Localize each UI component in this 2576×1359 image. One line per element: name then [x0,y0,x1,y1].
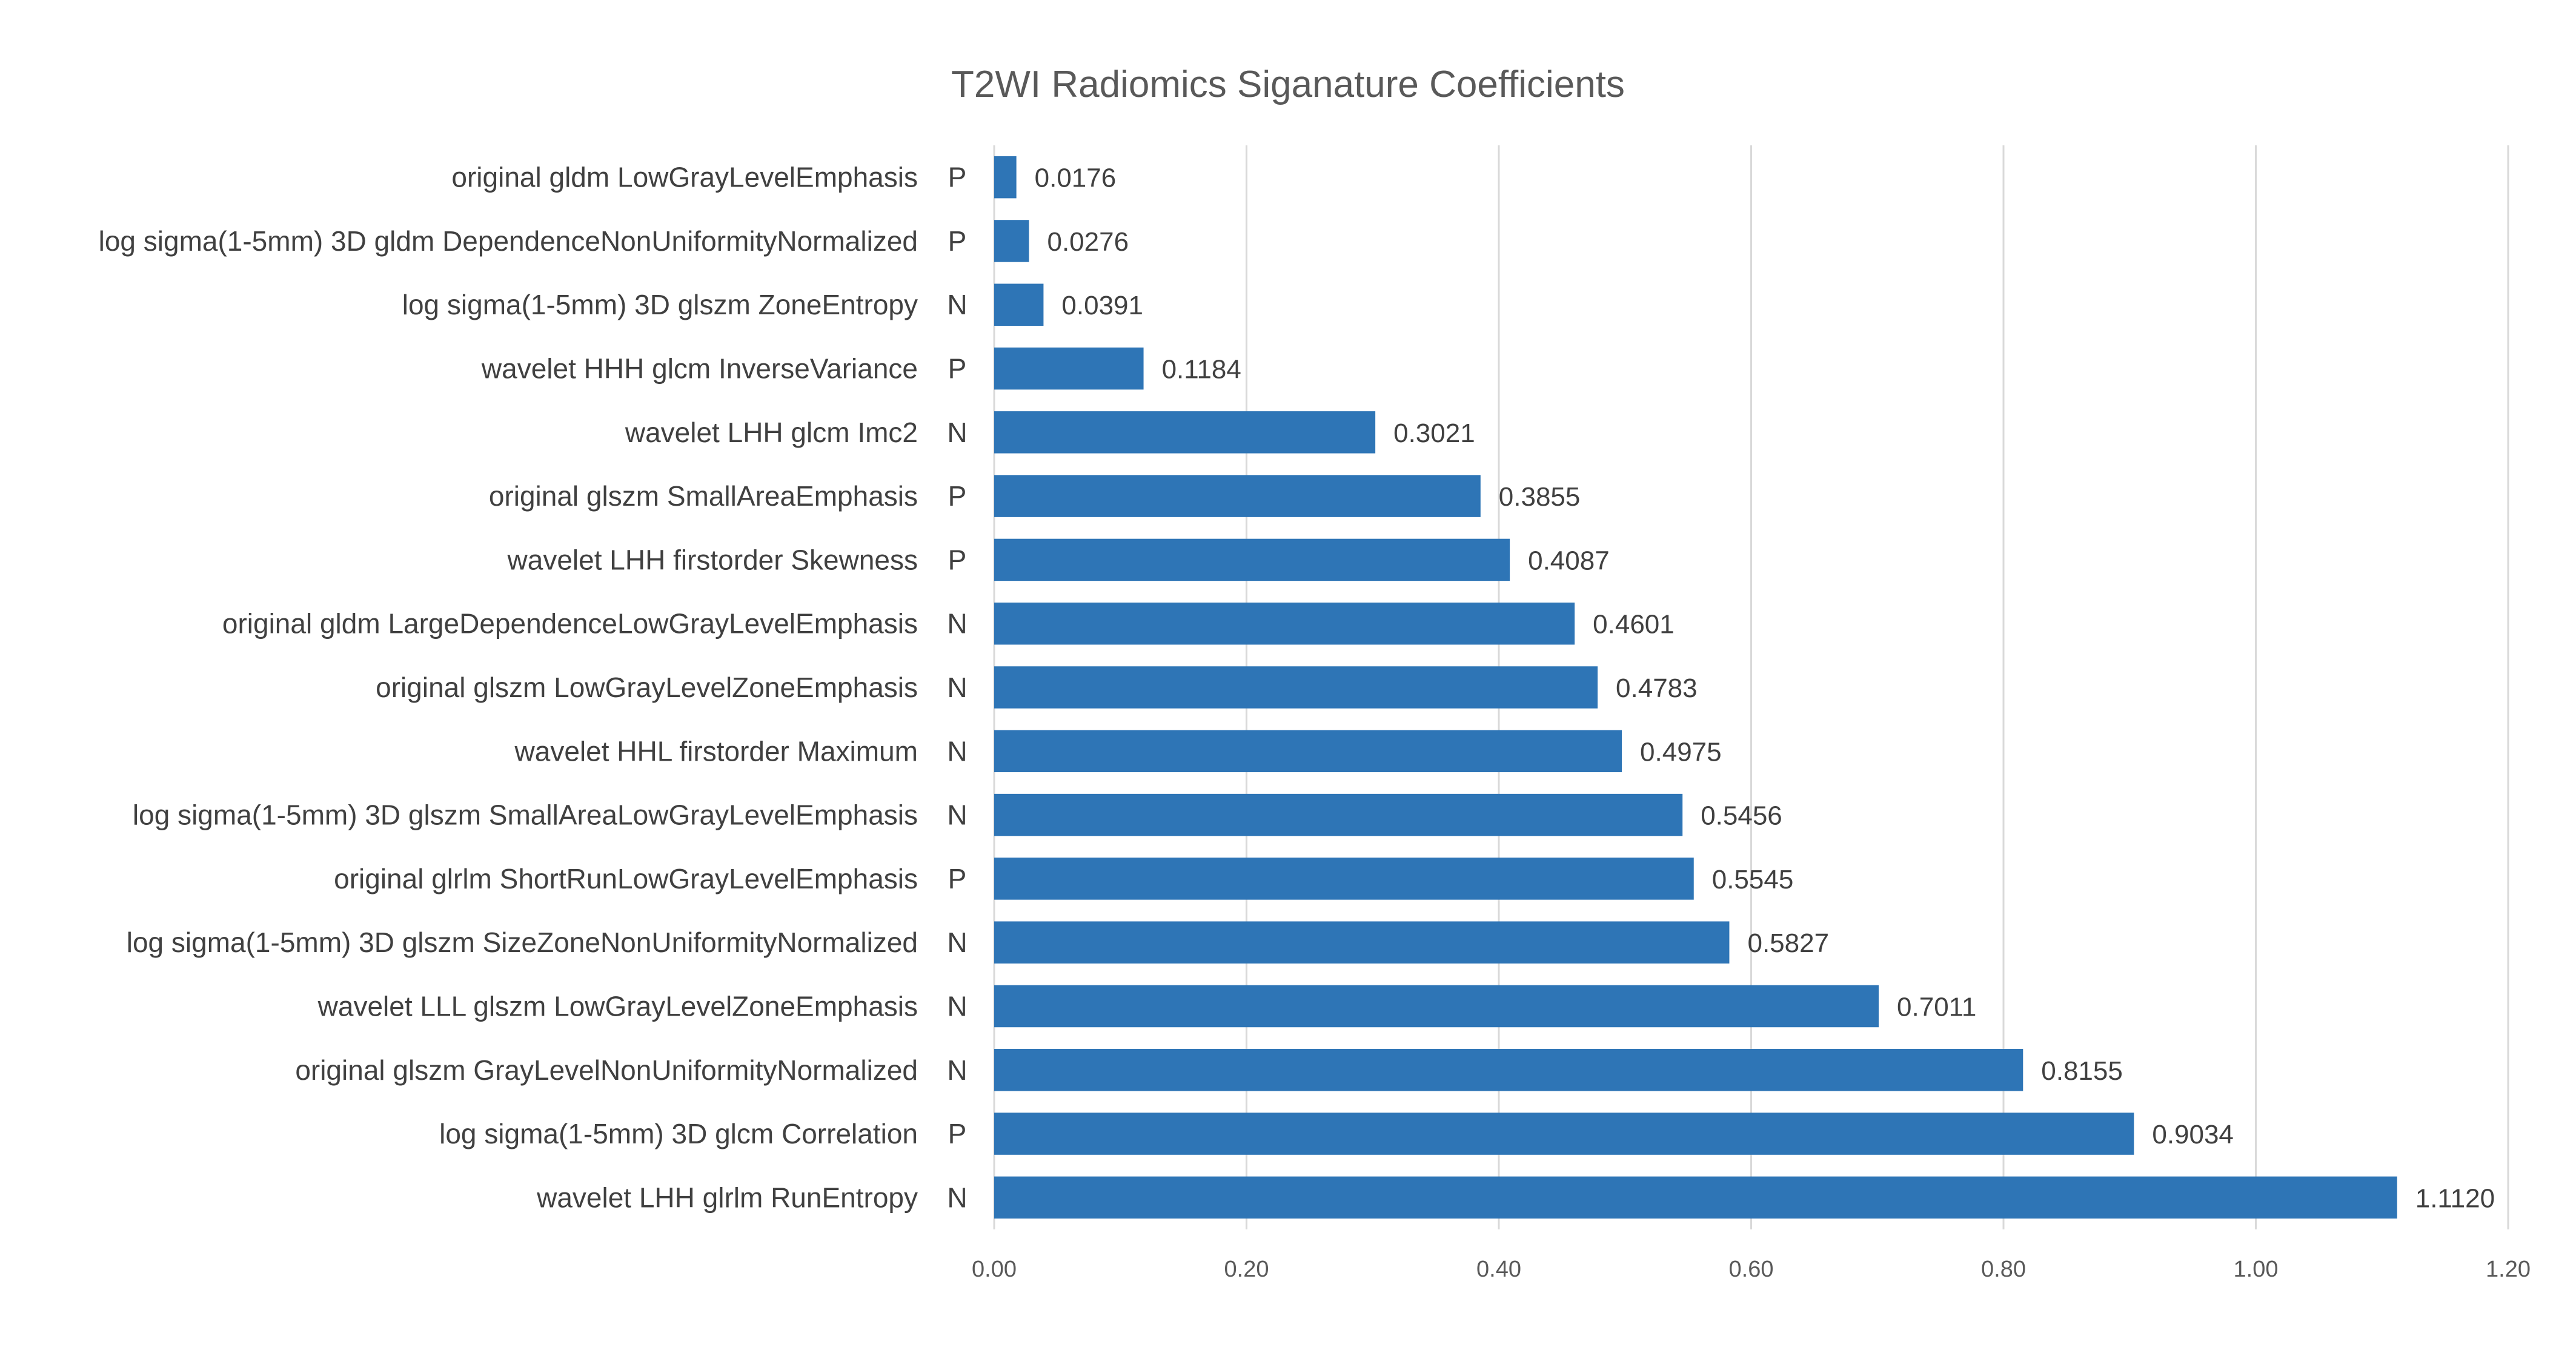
bar [994,1049,2023,1091]
data-label: 0.3021 [1393,418,1475,448]
category-label: log sigma(1-5mm) 3D gldm DependenceNonUn… [99,225,918,257]
x-tick-label: 0.40 [1476,1257,1521,1282]
category-label: original glrlm ShortRunLowGrayLevelEmpha… [334,863,918,894]
category-label: log sigma(1-5mm) 3D glcm Correlation [439,1118,918,1149]
category-label: original gldm LowGrayLevelEmphasis [451,162,918,193]
bar [994,347,1144,390]
sign-label: P [948,480,967,512]
bar [994,858,1694,900]
sign-label: P [948,1118,967,1149]
bars [994,156,2397,1219]
data-label: 0.1184 [1162,355,1241,385]
bar [994,985,1879,1028]
data-label: 0.5827 [1747,928,1829,958]
sign-label: N [947,1054,967,1086]
chart-title: T2WI Radiomics Siganature Coefficients [951,64,1625,105]
category-label: log sigma(1-5mm) 3D glszm ZoneEntropy [402,289,918,320]
sign-label: N [947,672,967,703]
bar [994,475,1481,517]
category-label: original glszm LowGrayLevelZoneEmphasis [376,672,918,703]
bar [994,1176,2397,1219]
sign-label: N [947,799,967,831]
bar [994,283,1044,326]
bar [994,921,1730,964]
category-label: wavelet LHH firstorder Skewness [507,544,918,575]
category-label: log sigma(1-5mm) 3D glszm SizeZoneNonUni… [127,927,918,958]
category-label: wavelet HHL firstorder Maximum [514,735,918,767]
data-label: 0.3855 [1499,482,1581,512]
data-label: 0.0276 [1047,227,1129,257]
sign-label: N [947,289,967,320]
sign-label: N [947,927,967,958]
data-label: 0.0176 [1035,164,1117,193]
category-label: original gldm LargeDependenceLowGrayLeve… [222,608,918,640]
sign-label: N [947,990,967,1022]
data-label: 1.1120 [2415,1183,2495,1213]
bar [994,156,1017,199]
data-label: 0.4975 [1640,737,1722,767]
sign-label: N [947,1182,967,1213]
category-label: original glszm SmallAreaEmphasis [489,480,918,512]
x-tick-label: 0.80 [1981,1257,2026,1282]
labels: 0.00 0.20 0.40 0.60 0.80 1.00 1.20 0.0176 Porigi… [99,162,2531,1282]
sign-label: P [948,544,967,575]
data-label: 0.0391 [1061,291,1143,320]
category-label: log sigma(1-5mm) 3D glszm SmallAreaLowGr… [133,799,918,831]
bar [994,538,1510,581]
data-label: 0.4783 [1616,673,1698,703]
sign-label: N [947,735,967,767]
category-label: original glszm GrayLevelNonUniformityNor… [295,1054,918,1086]
data-label: 0.4087 [1528,546,1610,575]
sign-label: P [948,353,967,385]
sign-label: P [948,162,967,193]
bar [994,666,1598,709]
x-tick-label: 1.00 [2234,1257,2279,1282]
category-label: wavelet LHH glrlm RunEntropy [536,1182,918,1213]
category-label: wavelet LLL glszm LowGrayLevelZoneEmphas… [317,990,918,1022]
data-label: 0.4601 [1593,610,1675,640]
sign-label: P [948,863,967,894]
x-tick-label: 0.00 [972,1257,1017,1282]
bar [994,1113,2134,1155]
sign-label: N [947,608,967,640]
data-label: 0.5545 [1712,865,1794,894]
data-label: 0.5456 [1701,801,1782,831]
data-label: 0.7011 [1897,992,1976,1022]
category-label: wavelet HHH glcm InverseVariance [481,353,918,385]
category-label: wavelet LHH glcm Imc2 [625,417,918,448]
bar [994,411,1376,454]
data-label: 0.9034 [2152,1120,2234,1149]
bar [994,602,1575,645]
bar [994,220,1029,262]
sign-label: P [948,225,967,257]
x-tick-label: 1.20 [2486,1257,2531,1282]
data-label: 0.8155 [2041,1056,2123,1086]
x-tick-label: 0.20 [1224,1257,1269,1282]
sign-label: N [947,417,967,448]
x-tick-label: 0.60 [1729,1257,1774,1282]
bar [994,793,1683,836]
bar [994,730,1622,773]
